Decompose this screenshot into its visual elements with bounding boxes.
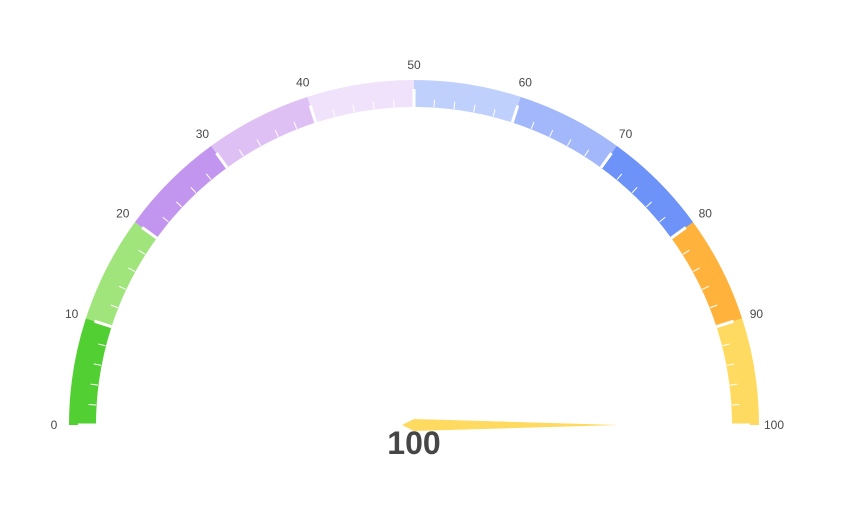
gauge-band-4: [307, 80, 414, 123]
gauge-tick-label-6: 60: [519, 76, 533, 90]
gauge-tick-label-3: 30: [196, 127, 210, 141]
gauge-minor-ticks: [88, 99, 740, 406]
gauge-major-tick-9: [715, 319, 735, 329]
gauge-minor-tick: [98, 343, 106, 347]
gauge-minor-tick: [567, 139, 572, 147]
gauge-minor-tick: [110, 304, 119, 309]
gauge-minor-tick: [128, 267, 136, 272]
gauge-tick-label-7: 70: [619, 127, 633, 141]
gauge-minor-tick: [162, 216, 169, 223]
gauge-tick-labels: 0 10 20 30 40 50 60 70 80 90 100: [51, 58, 785, 432]
gauge-minor-tick: [659, 216, 666, 223]
gauge-minor-tick: [352, 104, 355, 113]
gauge-minor-tick: [549, 129, 554, 138]
gauge-minor-tick: [90, 383, 99, 386]
gauge-band-7: [600, 145, 694, 239]
gauge-band-5: [414, 80, 521, 123]
gauge-minor-tick: [682, 249, 690, 255]
gauge-major-ticks: [78, 89, 750, 427]
gauge-band-3: [211, 96, 316, 168]
gauge-minor-tick: [293, 121, 298, 130]
gauge-major-tick-6: [510, 104, 520, 124]
gauge-minor-tick: [492, 109, 496, 117]
gauge-minor-tick: [118, 285, 127, 290]
gauge-major-tick-7: [599, 152, 613, 169]
gauge-minor-tick: [729, 383, 738, 386]
gauge-band-1: [85, 222, 157, 327]
gauge-major-tick-3: [215, 152, 229, 169]
gauge-tick-label-0: 0: [51, 418, 58, 432]
gauge-band-9: [716, 318, 759, 425]
gauge-minor-tick: [256, 139, 261, 147]
gauge-minor-tick: [473, 104, 476, 113]
gauge-tick-label-5: 50: [407, 58, 421, 72]
gauge-minor-tick: [138, 249, 146, 255]
gauge-tick-label-2: 20: [116, 206, 130, 220]
gauge-minor-tick: [205, 173, 212, 180]
gauge-minor-tick: [692, 267, 700, 272]
gauge-minor-tick: [453, 101, 456, 110]
gauge-minor-tick: [726, 363, 735, 366]
gauge-bands: [69, 80, 759, 425]
gauge-minor-tick: [530, 121, 535, 130]
gauge-minor-tick: [631, 187, 638, 194]
gauge-minor-tick: [190, 187, 197, 194]
gauge-minor-tick: [584, 149, 590, 157]
gauge-minor-tick: [709, 304, 718, 309]
gauge-minor-tick: [701, 285, 710, 290]
gauge-tick-label-1: 10: [65, 307, 79, 321]
gauge-minor-tick: [176, 201, 183, 208]
gauge-minor-tick: [616, 173, 623, 180]
gauge-major-tick-2: [141, 226, 158, 240]
gauge-value-label: 100: [387, 425, 440, 461]
gauge-band-0: [69, 318, 112, 425]
gauge-major-tick-1: [93, 319, 113, 329]
gauge-tick-label-10: 100: [764, 418, 784, 432]
gauge-band-2: [134, 145, 228, 239]
gauge-minor-tick: [332, 109, 336, 117]
gauge-minor-tick: [722, 343, 730, 347]
gauge-tick-label-9: 90: [750, 307, 764, 321]
gauge-minor-tick: [645, 201, 652, 208]
gauge-tick-label-8: 80: [699, 206, 713, 220]
gauge-tick-label-4: 40: [296, 76, 310, 90]
gauge-pointer: [402, 419, 619, 431]
gauge-major-tick-8: [670, 226, 687, 240]
gauge-band-8: [671, 222, 743, 327]
gauge-band-6: [512, 96, 617, 168]
gauge-minor-tick: [372, 101, 375, 110]
gauge-minor-tick: [93, 363, 102, 366]
gauge-major-tick-4: [308, 104, 318, 124]
gauge-minor-tick: [274, 129, 279, 138]
gauge-minor-tick: [238, 149, 244, 157]
